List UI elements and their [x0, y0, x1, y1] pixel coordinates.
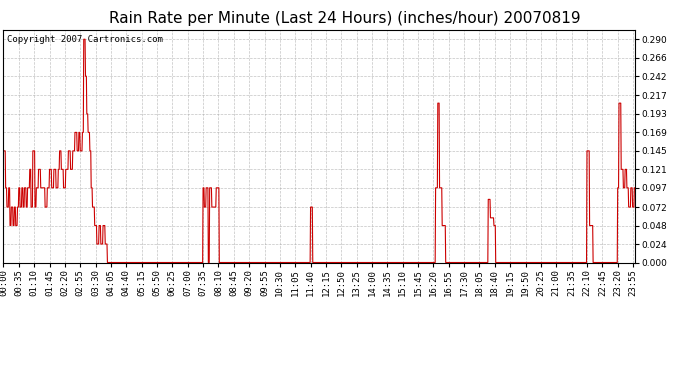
Text: Copyright 2007 Cartronics.com: Copyright 2007 Cartronics.com	[7, 34, 162, 44]
Text: Rain Rate per Minute (Last 24 Hours) (inches/hour) 20070819: Rain Rate per Minute (Last 24 Hours) (in…	[109, 11, 581, 26]
